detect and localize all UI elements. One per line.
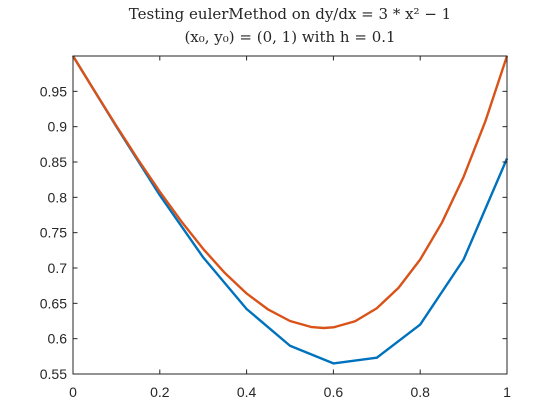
y-tick-label: 0.95: [40, 83, 67, 99]
x-tick-label: 1: [503, 384, 511, 400]
y-tick-label: 0.7: [48, 260, 68, 276]
y-tick-label: 0.85: [40, 154, 67, 170]
chart-title-line-2: (x₀, y₀) = (0, 1) with h = 0.1: [184, 28, 395, 46]
x-axis: 0 0.2 0.4 0.6 0.8 1: [69, 56, 511, 400]
y-tick-label: 0.55: [40, 366, 67, 382]
y-tick-label: 0.8: [48, 189, 68, 205]
chart-title-line-1: Testing eulerMethod on dy/dx = 3 * x² − …: [129, 5, 451, 23]
x-tick-label: 0: [69, 384, 77, 400]
x-tick-label: 0.6: [324, 384, 344, 400]
x-tick-label: 0.2: [150, 384, 170, 400]
axes-layer: [72, 55, 508, 375]
series-line-2: [71, 55, 509, 330]
series-line-1: [71, 55, 509, 365]
y-tick-label: 0.9: [48, 119, 68, 135]
y-tick-label: 0.75: [40, 225, 67, 241]
series-layer: [71, 55, 509, 365]
x-tick-label: 0.8: [410, 384, 430, 400]
y-tick-label: 0.65: [40, 295, 67, 311]
y-axis: 0.55 0.6 0.65 0.7 0.75 0.8 0.85 0.9 0.95: [40, 83, 507, 382]
x-tick-label: 0.4: [237, 384, 257, 400]
y-tick-label: 0.6: [48, 331, 68, 347]
plot-area-frame: [72, 55, 508, 375]
chart-title: Testing eulerMethod on dy/dx = 3 * x² − …: [129, 5, 451, 46]
